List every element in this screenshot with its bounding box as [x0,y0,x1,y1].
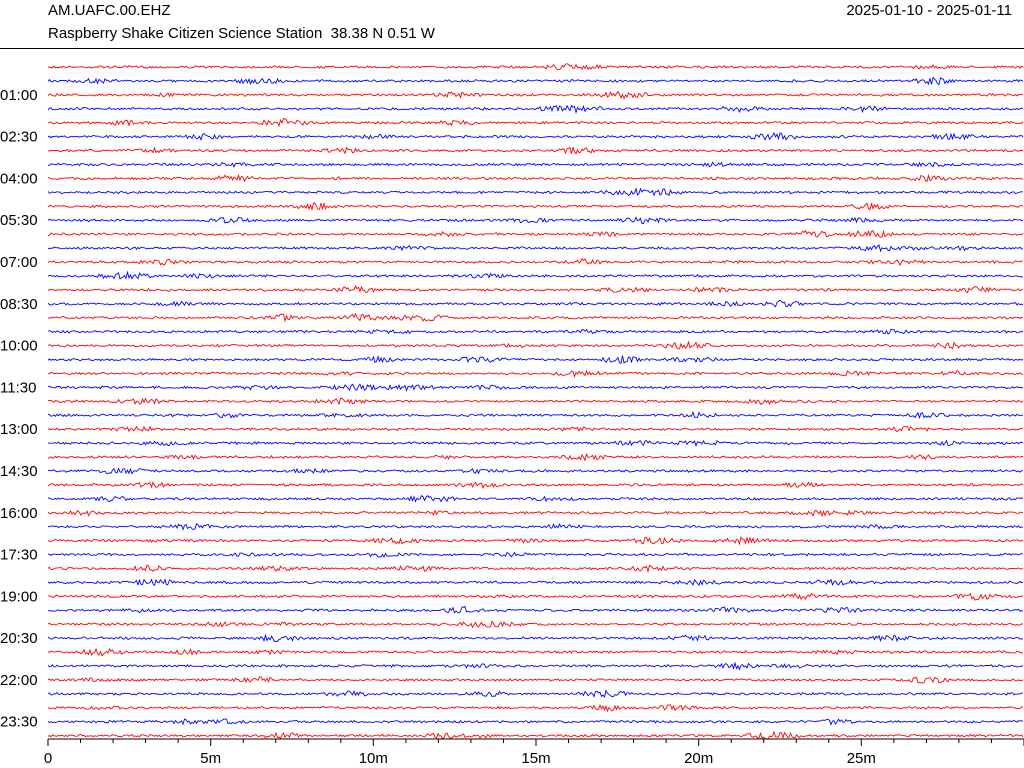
trace-row [47,369,1024,378]
row-time-label: 20:30 [0,630,38,647]
trace-row [47,592,1024,601]
x-tick-label: 10m [359,750,388,767]
trace-row [47,118,1024,127]
trace-row [47,187,1024,197]
row-time-label: 22:00 [0,672,38,689]
trace-row [47,244,1024,253]
trace-row [47,410,1024,420]
row-time-label: 17:30 [0,547,38,564]
trace-row [47,605,1024,614]
trace-row [47,131,1024,142]
trace-row [47,523,1024,531]
trace-row [47,173,1024,183]
row-time-label: 10:00 [0,338,38,355]
trace-row [47,229,1024,238]
trace-row [47,425,1024,433]
trace-row [47,494,1024,503]
row-time-label: 08:30 [0,296,38,313]
row-time-label: 13:00 [0,421,38,438]
row-time-label: 02:30 [0,129,38,146]
trace-row [47,481,1024,490]
row-time-label: 16:00 [0,505,38,522]
row-time-label: 14:30 [0,463,38,480]
row-time-label: 23:30 [0,714,38,731]
row-time-label: 04:00 [0,170,38,187]
x-tick-label: 15m [521,750,550,767]
trace-row [47,383,1024,392]
station-code: AM.UAFC.00.EHZ [48,2,171,19]
trace-row [47,661,1024,671]
trace-row [47,730,1024,740]
row-time-label: 05:30 [0,212,38,229]
trace-row [47,270,1024,280]
x-tick-label: 5m [200,750,221,767]
trace-row [47,620,1024,629]
trace-row [47,536,1024,546]
trace-row [47,90,1024,100]
x-axis: 0 5m 10m 15m 20m 25m [44,738,1024,767]
x-tick-label: 25m [847,750,876,767]
row-time-label: 11:30 [0,379,36,396]
trace-row [47,703,1024,713]
trace-row [47,564,1024,574]
trace-row [47,201,1024,212]
trace-row [47,216,1024,225]
trace-row [47,689,1024,699]
trace-row [47,76,1024,86]
row-time-label: 07:00 [0,254,38,271]
trace-row [47,551,1024,559]
trace-row [47,397,1024,406]
trace-row [47,284,1024,294]
trace-row [47,63,1024,71]
x-tick-label: 20m [684,750,713,767]
row-time-label: 01:00 [0,87,38,104]
trace-row [47,676,1024,684]
trace-row [47,328,1024,335]
trace-row [47,467,1024,475]
x-tick-label: 0 [44,750,52,767]
trace-row [47,633,1024,643]
trace-row [47,718,1024,726]
trace-row [47,299,1024,308]
trace-row [47,355,1024,364]
trace-row [47,439,1024,447]
row-labels: 01:00 02:30 04:00 05:30 07:00 08:30 10:00 11:30… [0,87,38,731]
station-description: Raspberry Shake Citizen Science Station … [48,25,435,42]
row-time-label: 19:00 [0,588,38,605]
trace-row [47,258,1024,267]
trace-row [47,161,1024,168]
trace-row [47,647,1024,657]
trace-row [47,312,1024,323]
trace-row [47,104,1024,115]
trace-row [47,340,1024,350]
trace-row [47,146,1024,155]
trace-rows [47,63,1024,740]
header-separator [0,48,1024,49]
trace-row [47,452,1024,462]
date-range: 2025-01-10 - 2025-01-11 [846,2,1012,19]
trace-row [47,509,1024,518]
trace-row [47,578,1024,587]
